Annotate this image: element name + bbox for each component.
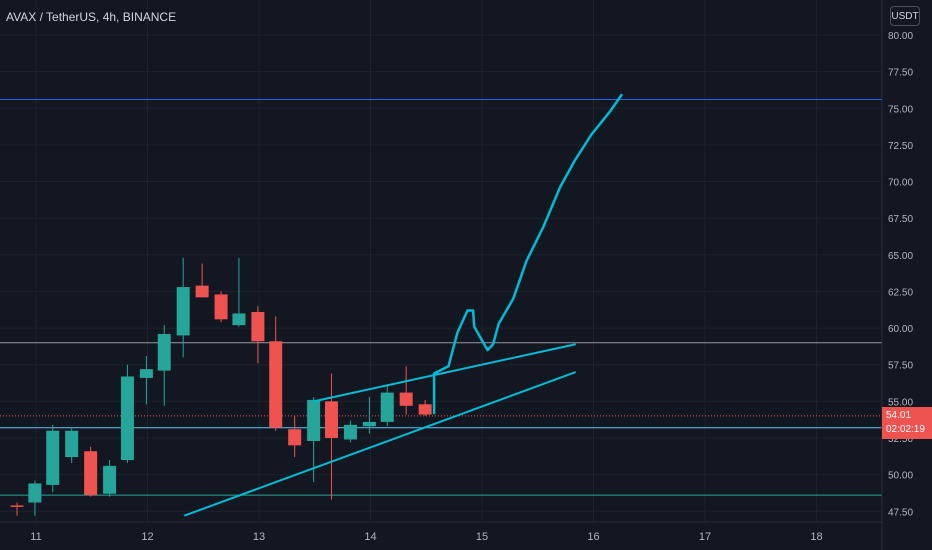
candle-up [46, 430, 60, 485]
candle-down [10, 505, 24, 507]
candle-up [176, 287, 190, 336]
price-tick-label: 55.00 [888, 397, 913, 408]
currency-button[interactable]: USDT [890, 6, 920, 26]
price-tick-label: 77.50 [888, 68, 913, 79]
trendline [183, 371, 577, 517]
price-tick-label: 57.50 [888, 361, 913, 372]
price-tick-label: 47.50 [888, 507, 913, 518]
price-tick-label: 50.00 [888, 471, 913, 482]
candle-up [139, 369, 153, 378]
candle-up [232, 313, 246, 326]
candle-down [195, 285, 209, 298]
candle-down [288, 429, 302, 446]
time-tick-label: 17 [699, 531, 711, 543]
candle-up [157, 333, 171, 371]
time-tick-label: 13 [253, 531, 265, 543]
candle-down [399, 392, 413, 406]
trendline [313, 343, 576, 403]
price-tick-label: 75.00 [888, 104, 913, 115]
symbol-title[interactable]: AVAX / TetherUS, 4h, BINANCE [6, 10, 177, 24]
price-tick-label: 52.50 [888, 434, 913, 445]
time-tick-label: 16 [587, 531, 599, 543]
price-tick-label: 72.50 [888, 141, 913, 152]
price-tick-label: 60.00 [888, 324, 913, 335]
candle-down [214, 294, 228, 320]
time-tick-label: 11 [30, 531, 41, 543]
candle-up [343, 424, 357, 440]
candle-up [362, 421, 376, 427]
time-tick-label: 14 [364, 531, 376, 543]
price-tick-label: 67.50 [888, 214, 913, 225]
candle-down [324, 401, 338, 439]
candle-up [307, 399, 321, 441]
time-tick-label: 12 [141, 531, 153, 543]
time-tick-label: 18 [810, 531, 822, 543]
candle-up [103, 465, 117, 494]
price-tick-label: 80.00 [888, 31, 913, 42]
current-price-value: 54.01 [886, 409, 912, 421]
candle-up [120, 376, 134, 461]
price-tick-label: 62.50 [888, 287, 913, 298]
projection-drawing [432, 93, 623, 415]
candle-down [84, 451, 98, 496]
candle-down [251, 311, 265, 342]
candle-down [418, 404, 432, 415]
candle-up [65, 430, 79, 458]
price-tick-label: 65.00 [888, 251, 913, 262]
candle-down [269, 341, 283, 428]
current-price-badge: 54.01 02:02:19 [882, 406, 932, 439]
candle-up [380, 392, 394, 422]
time-tick-label: 15 [476, 531, 488, 543]
candle-up [28, 483, 42, 503]
candle-countdown: 02:02:19 [886, 423, 925, 435]
price-tick-label: 70.00 [888, 178, 913, 189]
